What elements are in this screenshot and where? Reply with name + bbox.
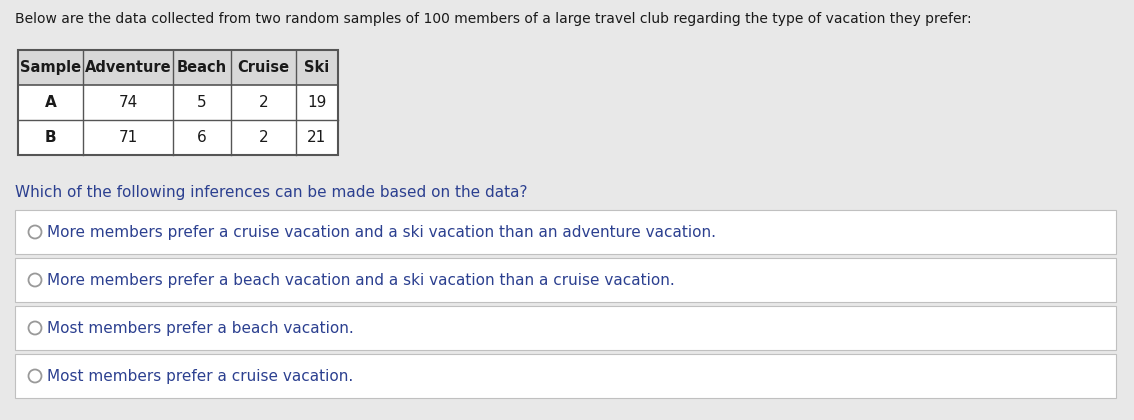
Text: 19: 19 bbox=[307, 95, 327, 110]
FancyBboxPatch shape bbox=[18, 50, 338, 155]
Text: Sample: Sample bbox=[20, 60, 81, 75]
Text: 74: 74 bbox=[118, 95, 137, 110]
Text: 2: 2 bbox=[259, 130, 269, 145]
FancyBboxPatch shape bbox=[15, 258, 1116, 302]
Text: 6: 6 bbox=[197, 130, 206, 145]
Text: 5: 5 bbox=[197, 95, 206, 110]
Text: A: A bbox=[44, 95, 57, 110]
FancyBboxPatch shape bbox=[15, 210, 1116, 254]
Text: Most members prefer a beach vacation.: Most members prefer a beach vacation. bbox=[46, 320, 354, 336]
Text: 2: 2 bbox=[259, 95, 269, 110]
Text: More members prefer a beach vacation and a ski vacation than a cruise vacation.: More members prefer a beach vacation and… bbox=[46, 273, 675, 288]
Text: 21: 21 bbox=[307, 130, 327, 145]
Text: Cruise: Cruise bbox=[237, 60, 289, 75]
Text: Adventure: Adventure bbox=[85, 60, 171, 75]
FancyBboxPatch shape bbox=[15, 306, 1116, 350]
FancyBboxPatch shape bbox=[15, 354, 1116, 398]
Text: Which of the following inferences can be made based on the data?: Which of the following inferences can be… bbox=[15, 185, 527, 200]
Text: B: B bbox=[44, 130, 57, 145]
Text: 71: 71 bbox=[118, 130, 137, 145]
Text: Most members prefer a cruise vacation.: Most members prefer a cruise vacation. bbox=[46, 368, 354, 383]
Text: Beach: Beach bbox=[177, 60, 227, 75]
Text: More members prefer a cruise vacation and a ski vacation than an adventure vacat: More members prefer a cruise vacation an… bbox=[46, 225, 716, 239]
FancyBboxPatch shape bbox=[18, 50, 338, 85]
Text: Ski: Ski bbox=[304, 60, 330, 75]
Text: Below are the data collected from two random samples of 100 members of a large t: Below are the data collected from two ra… bbox=[15, 12, 972, 26]
